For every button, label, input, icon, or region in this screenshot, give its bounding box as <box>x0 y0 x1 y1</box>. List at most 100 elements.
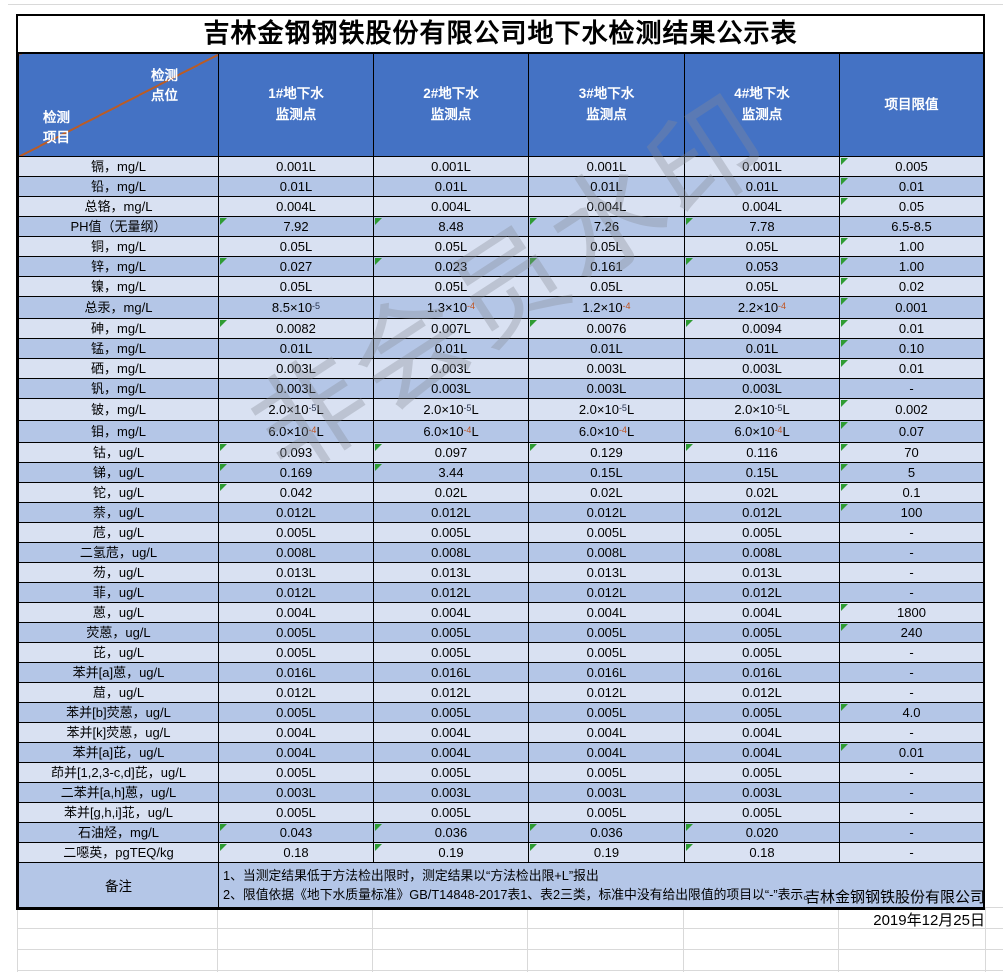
cell-value: 0.003L <box>684 782 840 803</box>
cell-flag-triangle-icon <box>841 158 848 165</box>
cell-value: 0.01L <box>684 176 840 197</box>
cell-flag-triangle-icon <box>220 320 227 327</box>
column-header-limit: 项目限值 <box>839 53 984 157</box>
sheet-gridline <box>372 907 373 972</box>
remark-line: 2、限值依据《地下水质量标准》GB/T14848-2017表1、表2三类，标准中… <box>223 887 816 902</box>
cell-value: 0.18 <box>684 842 840 863</box>
cell-value: 0.05L <box>373 236 529 257</box>
cell-value: 0.005L <box>684 762 840 783</box>
row-item-label: 蒽，ug/L <box>18 602 219 623</box>
table-row: 苯并[k]荧蒽，ug/L 0.004L 0.004L 0.004L 0.004L - <box>18 722 984 743</box>
table-row: 砷，mg/L 0.0082 0.007L 0.0076 0.0094 0.01 <box>18 318 984 339</box>
table-row: 镉，mg/L 0.001L 0.001L 0.001L 0.001L 0.005 <box>18 156 984 177</box>
cell-value: 0.013L <box>528 562 685 583</box>
cell-flag-triangle-icon <box>841 178 848 185</box>
cell-value: 0.012L <box>684 502 840 523</box>
cell-flag-triangle-icon <box>841 238 848 245</box>
cell-flag-triangle-icon <box>220 464 227 471</box>
cell-value: 0.027 <box>218 256 374 277</box>
cell-limit: 240 <box>839 622 984 643</box>
row-item-label: 二噁英，pgTEQ/kg <box>18 842 219 863</box>
cell-value: 0.013L <box>218 562 374 583</box>
remark-row: 备注 1、当测定结果低于方法检出限时，测定结果以“方法检出限+L”报出 2、限值依据… <box>18 862 984 908</box>
cell-value: 0.004L <box>684 742 840 763</box>
cell-value: 0.004L <box>218 196 374 217</box>
table-row: 总汞，mg/L 8.5×10-5 1.3×10-4 1.2×10-4 2.2×10-4 0… <box>18 296 984 319</box>
cell-limit: - <box>839 642 984 663</box>
cell-value: 0.012L <box>218 682 374 703</box>
sheet-gridline <box>683 907 684 972</box>
cell-value: 3.44 <box>373 462 529 483</box>
cell-value: 0.003L <box>528 782 685 803</box>
cell-value: 0.003L <box>373 782 529 803</box>
row-item-label: 二氢苊，ug/L <box>18 542 219 563</box>
row-item-label: 铍，mg/L <box>18 398 219 421</box>
cell-value: 0.036 <box>373 822 529 843</box>
row-item-label: 镍，mg/L <box>18 276 219 297</box>
table-row: 芴，ug/L 0.013L 0.013L 0.013L 0.013L - <box>18 562 984 583</box>
cell-value: 0.043 <box>218 822 374 843</box>
cell-value: 0.15L <box>684 462 840 483</box>
cell-value: 2.0×10-5L <box>528 398 685 421</box>
cell-flag-triangle-icon <box>375 844 382 851</box>
cell-value: 0.005L <box>528 522 685 543</box>
cell-limit: - <box>839 842 984 863</box>
cell-value: 0.016L <box>528 662 685 683</box>
cell-value: 0.012L <box>528 682 685 703</box>
table-row: 锌，mg/L 0.027 0.023 0.161 0.053 1.00 <box>18 256 984 277</box>
cell-value: 0.05L <box>218 276 374 297</box>
report-table-frame: 吉林金钢钢铁股份有限公司地下水检测结果公示表 检测 点位 检测 项目 1#地下水 监… <box>16 14 985 910</box>
cell-value: 0.005L <box>218 522 374 543</box>
cell-flag-triangle-icon <box>375 464 382 471</box>
table-row: 铍，mg/L 2.0×10-5L 2.0×10-5L 2.0×10-5L 2.0×10-… <box>18 398 984 421</box>
cell-value: 0.005L <box>218 802 374 823</box>
cell-value: 0.004L <box>218 722 374 743</box>
cell-value: 1.3×10-4 <box>373 296 529 319</box>
exponent: -4 <box>463 424 472 435</box>
cell-limit: 0.1 <box>839 482 984 503</box>
cell-flag-triangle-icon <box>686 444 693 451</box>
row-item-label: 钒，mg/L <box>18 378 219 399</box>
cell-value: 2.0×10-5L <box>373 398 529 421</box>
cell-flag-triangle-icon <box>686 824 693 831</box>
cell-value: 0.012L <box>684 582 840 603</box>
row-item-label: 总汞，mg/L <box>18 296 219 319</box>
cell-value: 0.016L <box>373 662 529 683</box>
cell-value: 0.008L <box>528 542 685 563</box>
cell-flag-triangle-icon <box>375 218 382 225</box>
table-row: 苯并[g,h,i]苝，ug/L 0.005L 0.005L 0.005L 0.005L - <box>18 802 984 823</box>
cell-flag-triangle-icon <box>841 298 848 305</box>
cell-flag-triangle-icon <box>841 484 848 491</box>
cell-value: 0.01L <box>218 176 374 197</box>
cell-value: 0.01L <box>528 176 685 197</box>
cell-value: 0.0076 <box>528 318 685 339</box>
cell-value: 0.05L <box>528 276 685 297</box>
remark-line: 1、当测定结果低于方法检出限时，测定结果以“方法检出限+L”报出 <box>223 867 599 883</box>
footer-date: 2019年12月25日 <box>873 912 985 929</box>
cell-limit: 4.0 <box>839 702 984 723</box>
table-row: 钼，mg/L 6.0×10-4L 6.0×10-4L 6.0×10-4L 6.0×10-… <box>18 420 984 443</box>
row-item-label: 砷，mg/L <box>18 318 219 339</box>
sheet-gridline <box>838 907 839 972</box>
table-row: 铅，mg/L 0.01L 0.01L 0.01L 0.01L 0.01 <box>18 176 984 197</box>
cell-flag-triangle-icon <box>530 218 537 225</box>
cell-value: 0.003L <box>373 378 529 399</box>
cell-value: 0.005L <box>684 622 840 643</box>
table-row: 萘，ug/L 0.012L 0.012L 0.012L 0.012L 100 <box>18 502 984 523</box>
cell-value: 0.005L <box>218 762 374 783</box>
cell-value: 0.003L <box>218 782 374 803</box>
cell-flag-triangle-icon <box>530 320 537 327</box>
row-item-label: 钼，mg/L <box>18 420 219 443</box>
cell-value: 0.005L <box>373 622 529 643</box>
cell-value: 0.012L <box>218 502 374 523</box>
cell-limit: 0.01 <box>839 742 984 763</box>
cell-value: 0.004L <box>684 722 840 743</box>
cell-value: 1.2×10-4 <box>528 296 685 319</box>
cell-limit: - <box>839 378 984 399</box>
cell-value: 0.05L <box>684 276 840 297</box>
row-item-label: 茚并[1,2,3-c,d]芘，ug/L <box>18 762 219 783</box>
exponent: -5 <box>312 300 321 311</box>
cell-value: 0.016L <box>684 662 840 683</box>
cell-value: 2.0×10-5L <box>684 398 840 421</box>
cell-value: 0.004L <box>373 722 529 743</box>
